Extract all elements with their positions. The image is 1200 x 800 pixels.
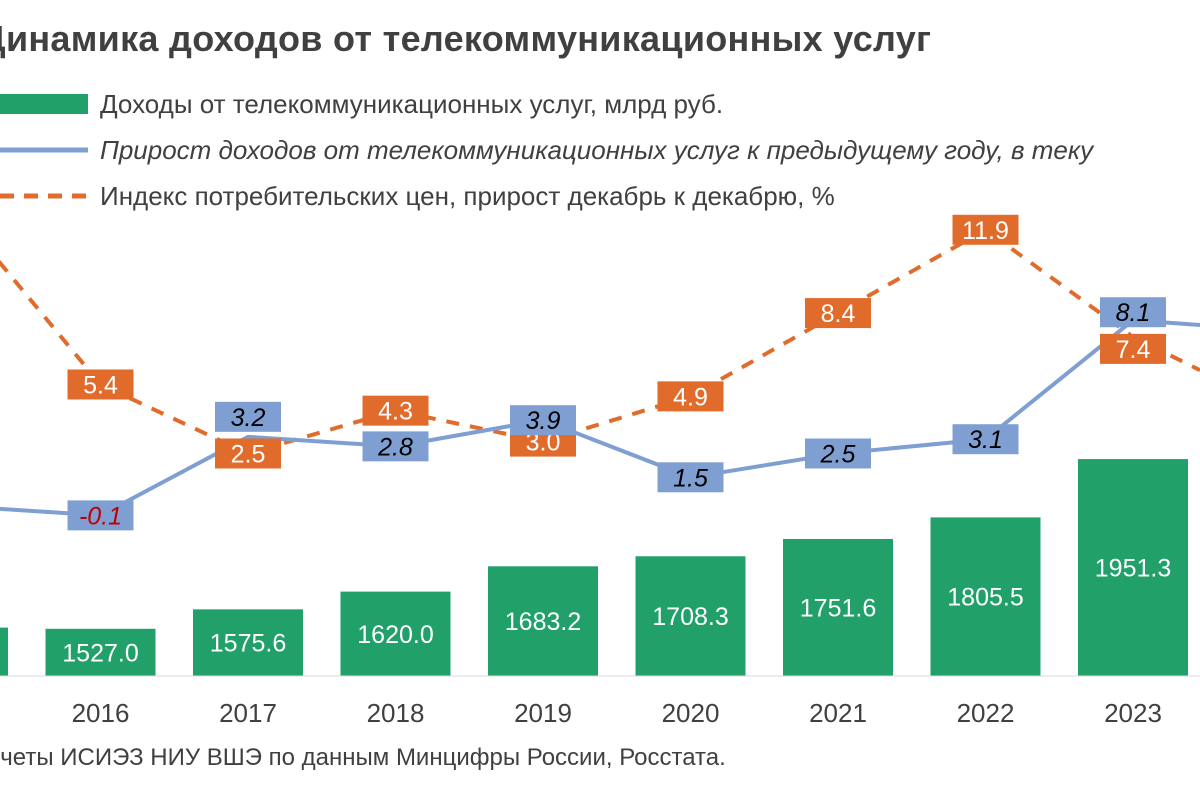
x-tick-label-2023: 2023 [1104, 698, 1162, 728]
legend-label-cpi: Индекс потребительских цен, прирост дека… [100, 180, 835, 211]
cpi-label-box-2016 [67, 369, 134, 400]
growth-label-2022: 3.1 [968, 426, 1003, 454]
bar-2021 [783, 538, 893, 676]
growth-label-2019: 3.9 [526, 407, 561, 435]
bar-label-2023: 1951.3 [1095, 555, 1171, 583]
growth-label-2021: 2.5 [820, 441, 856, 469]
x-tick-label-2017: 2017 [219, 698, 277, 728]
cpi-label-2018: 4.3 [378, 398, 413, 426]
legend-swatch-dashed [0, 193, 88, 199]
bar-label-2021: 1751.6 [800, 594, 876, 622]
cpi-label-2021: 8.4 [821, 300, 856, 328]
cpi-label-box-2017 [215, 438, 281, 469]
cpi-label-box-2021 [805, 298, 871, 329]
x-tick-label-2022: 2022 [957, 698, 1015, 728]
legend-swatch-bar [0, 94, 88, 114]
x-tick-label-2018: 2018 [367, 698, 425, 728]
bar-2023 [1078, 459, 1188, 676]
cpi-label-2023: 7.4 [1116, 336, 1151, 364]
cpi-label-box-2020 [657, 381, 724, 412]
growth-label-box-2016 [67, 500, 134, 531]
cpi-label-box-2023 [1100, 333, 1166, 364]
series-line-growth [0, 318, 1200, 518]
bar-label-2016: 1527.0 [62, 639, 138, 667]
growth-label-box-2023 [1100, 297, 1166, 328]
bar-label-2017: 1575.6 [210, 630, 286, 658]
bar-label-2022: 1805.5 [947, 584, 1023, 612]
legend-item-growth: Прирост доходов от телекоммуникационных … [0, 130, 1093, 170]
bar-2017 [193, 609, 303, 676]
growth-label-box-2019 [510, 405, 576, 436]
growth-label-2017: 3.2 [231, 404, 266, 432]
bar-2019 [488, 566, 598, 676]
growth-label-2016: -0.1 [79, 502, 122, 530]
series-line-cpi [0, 227, 1200, 456]
cpi-label-2022: 11.9 [962, 217, 1009, 245]
growth-label-2018: 2.8 [377, 433, 413, 461]
bar-2022 [930, 517, 1041, 676]
source-note: Расчеты ИСИЭЗ НИУ ВШЭ по данным Минцифры… [0, 744, 726, 771]
cpi-label-2016: 5.4 [83, 371, 118, 399]
bar-label-2019: 1683.2 [505, 608, 581, 636]
chart-area: 1527.0 1575.6 1620.0 1683.2 1708.3 1751.6 1805… [0, 214, 1200, 728]
growth-label-box-2018 [362, 431, 429, 462]
x-tick-label-2020: 2020 [662, 698, 720, 728]
bar-2016 [45, 628, 156, 676]
x-tick-label-2021: 2021 [809, 698, 867, 728]
cpi-label-2020: 4.9 [673, 383, 708, 411]
legend-label-revenue: Доходы от телекоммуникационных услуг, мл… [100, 88, 724, 119]
x-tick-label-2016: 2016 [72, 698, 130, 728]
legend-swatch-line [0, 147, 88, 153]
cpi-label-2017: 2.5 [231, 441, 266, 469]
growth-label-box-2021 [805, 438, 871, 469]
legend-item-cpi: Индекс потребительских цен, прирост дека… [0, 176, 835, 216]
chart-title: Динамика доходов от телекоммуникационных… [0, 18, 932, 59]
cpi-label-box-2022 [952, 214, 1019, 245]
bar-2020 [635, 556, 746, 676]
bar-2015 [0, 627, 8, 676]
legend-item-revenue: Доходы от телекоммуникационных услуг, мл… [0, 84, 723, 124]
growth-label-box-2017 [215, 401, 281, 432]
growth-label-2023: 8.1 [1116, 299, 1151, 327]
legend-label-growth: Прирост доходов от телекоммуникационных … [100, 134, 1094, 165]
growth-label-2020: 1.5 [673, 464, 708, 492]
bar-2018 [340, 591, 451, 676]
bar-label-2018: 1620.0 [357, 621, 433, 649]
growth-label-box-2022 [952, 424, 1019, 455]
bar-label-2020: 1708.3 [652, 603, 728, 631]
growth-label-box-2020 [657, 462, 724, 493]
x-tick-label-2019: 2019 [514, 698, 572, 728]
cpi-label-box-2018 [362, 395, 429, 426]
